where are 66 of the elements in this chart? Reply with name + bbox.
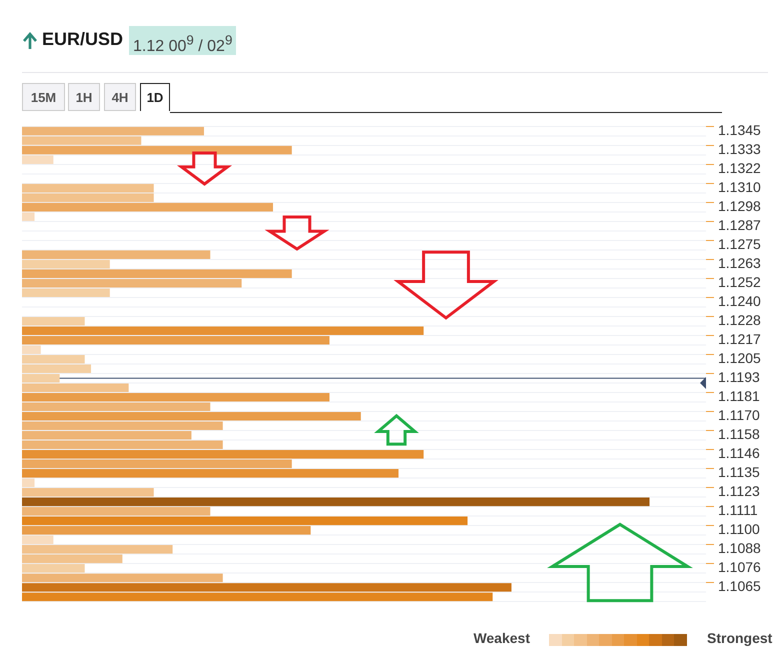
y-tick-label: 1.1322 xyxy=(718,160,762,176)
y-tick-label: 1.1193 xyxy=(718,369,760,386)
y-tick-label: 1.1310 xyxy=(718,179,762,196)
bar xyxy=(22,345,41,354)
bar xyxy=(22,212,35,221)
y-tick-label: 1.1287 xyxy=(718,217,762,234)
bar xyxy=(22,278,242,288)
bar xyxy=(22,316,85,326)
bar xyxy=(22,412,361,421)
text: 1D xyxy=(140,83,170,111)
bar xyxy=(22,450,424,459)
y-tick-label: 1.1065 xyxy=(718,578,762,594)
bar xyxy=(22,516,468,526)
chart-subtitle: 1.12 00$^{9}$ / 02$^{9}$ xyxy=(133,33,232,56)
bar xyxy=(22,402,210,412)
y-tick-label: 1.1100 xyxy=(718,521,760,538)
bar xyxy=(22,383,129,392)
y-tick-label: 1.1146 xyxy=(718,445,760,462)
bar xyxy=(22,155,54,164)
text: Weakest xyxy=(472,630,530,646)
text: Strongest xyxy=(707,630,772,646)
bar xyxy=(22,288,110,297)
chart-title: EUR/USD xyxy=(42,29,124,50)
text: 15M xyxy=(22,83,65,111)
y-tick-label: 1.1111 xyxy=(718,502,758,518)
bar xyxy=(22,498,650,506)
bar xyxy=(22,469,399,478)
y-tick-label: 1.1263 xyxy=(718,255,762,272)
y-tick-label: 1.1217 xyxy=(718,331,762,348)
bar xyxy=(22,488,154,497)
bar xyxy=(22,583,512,592)
bar xyxy=(22,126,204,136)
y-tick-label: 1.1275 xyxy=(718,236,762,252)
bar xyxy=(22,269,292,278)
bar xyxy=(22,526,311,535)
bar xyxy=(22,460,292,468)
y-tick-label: 1.1240 xyxy=(718,293,762,310)
bar xyxy=(22,564,85,573)
text: 1H xyxy=(68,83,100,111)
y-tick-label: 1.1088 xyxy=(718,540,762,556)
y-tick-label: 1.1205 xyxy=(718,350,762,366)
y-tick-label: 1.1170 xyxy=(718,407,760,424)
bar xyxy=(22,574,223,582)
y-tick-label: 1.1181 xyxy=(718,388,760,404)
bar xyxy=(22,592,493,602)
bar xyxy=(22,326,424,336)
y-tick-label: 1.1345 xyxy=(718,122,762,138)
text: 4H xyxy=(104,83,136,111)
y-tick-label: 1.1333 xyxy=(718,141,762,158)
y-tick-label: 1.1135 xyxy=(718,464,760,480)
bar xyxy=(22,336,330,345)
y-tick-label: 1.1076 xyxy=(718,559,762,576)
bar xyxy=(22,136,142,145)
y-tick-label: 1.1298 xyxy=(718,198,762,214)
bar xyxy=(22,202,274,212)
bar xyxy=(22,507,210,516)
bar xyxy=(22,250,210,259)
y-tick-label: 1.1123 xyxy=(718,483,760,500)
bar xyxy=(22,478,35,488)
bar xyxy=(22,260,110,268)
y-tick-label: 1.1252 xyxy=(718,274,762,290)
y-tick-label: 1.1228 xyxy=(718,312,762,328)
y-tick-label: 1.1158 xyxy=(718,426,760,442)
bar xyxy=(22,536,54,544)
bar xyxy=(22,146,292,154)
bar xyxy=(22,392,330,402)
